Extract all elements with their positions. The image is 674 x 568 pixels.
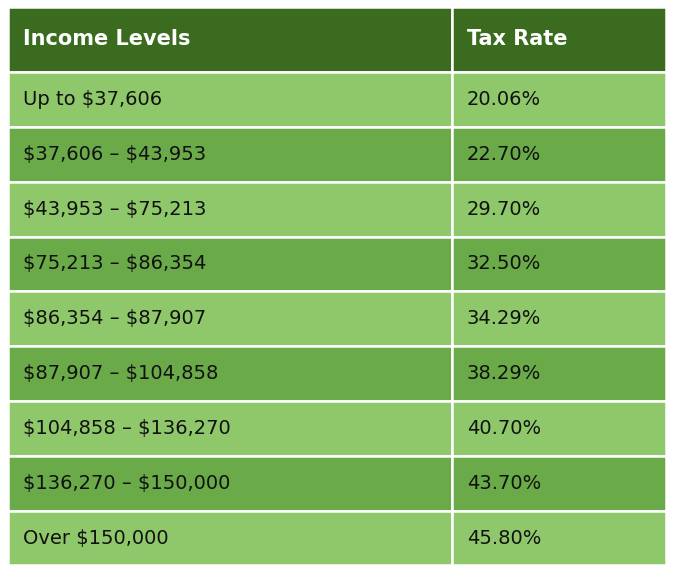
Text: 43.70%: 43.70% bbox=[467, 474, 541, 492]
Text: 29.70%: 29.70% bbox=[467, 200, 541, 219]
Bar bbox=[452, 127, 666, 182]
Bar bbox=[452, 511, 666, 566]
Bar bbox=[8, 127, 452, 182]
Bar bbox=[452, 7, 666, 72]
Bar bbox=[8, 182, 452, 237]
Bar bbox=[452, 456, 666, 511]
Text: \$104,858 – \$136,270: \$104,858 – \$136,270 bbox=[23, 419, 231, 438]
Bar bbox=[8, 291, 452, 346]
Bar bbox=[8, 72, 452, 127]
Bar bbox=[8, 511, 452, 566]
Text: \$87,907 – \$104,858: \$87,907 – \$104,858 bbox=[23, 364, 218, 383]
Text: 40.70%: 40.70% bbox=[467, 419, 541, 438]
Bar bbox=[452, 291, 666, 346]
Text: 32.50%: 32.50% bbox=[467, 254, 541, 273]
Bar bbox=[452, 72, 666, 127]
Text: Tax Rate: Tax Rate bbox=[467, 30, 568, 49]
Text: \$37,606 – \$43,953: \$37,606 – \$43,953 bbox=[23, 145, 206, 164]
Text: Up to \$37,606: Up to \$37,606 bbox=[23, 90, 162, 109]
Text: 20.06%: 20.06% bbox=[467, 90, 541, 109]
Bar bbox=[452, 182, 666, 237]
Bar bbox=[8, 401, 452, 456]
Bar bbox=[8, 236, 452, 291]
Bar bbox=[8, 7, 452, 72]
Text: 45.80%: 45.80% bbox=[467, 529, 541, 548]
Bar bbox=[8, 456, 452, 511]
Bar bbox=[8, 346, 452, 401]
Text: 22.70%: 22.70% bbox=[467, 145, 541, 164]
Text: \$86,354 – \$87,907: \$86,354 – \$87,907 bbox=[23, 310, 206, 328]
Text: Income Levels: Income Levels bbox=[23, 30, 191, 49]
Text: 38.29%: 38.29% bbox=[467, 364, 541, 383]
Bar bbox=[452, 236, 666, 291]
Text: 34.29%: 34.29% bbox=[467, 310, 541, 328]
Text: Over \$150,000: Over \$150,000 bbox=[23, 529, 168, 548]
Text: \$136,270 – \$150,000: \$136,270 – \$150,000 bbox=[23, 474, 231, 492]
Bar bbox=[452, 346, 666, 401]
Bar bbox=[452, 401, 666, 456]
Text: \$75,213 – \$86,354: \$75,213 – \$86,354 bbox=[23, 254, 206, 273]
Text: \$43,953 – \$75,213: \$43,953 – \$75,213 bbox=[23, 200, 206, 219]
